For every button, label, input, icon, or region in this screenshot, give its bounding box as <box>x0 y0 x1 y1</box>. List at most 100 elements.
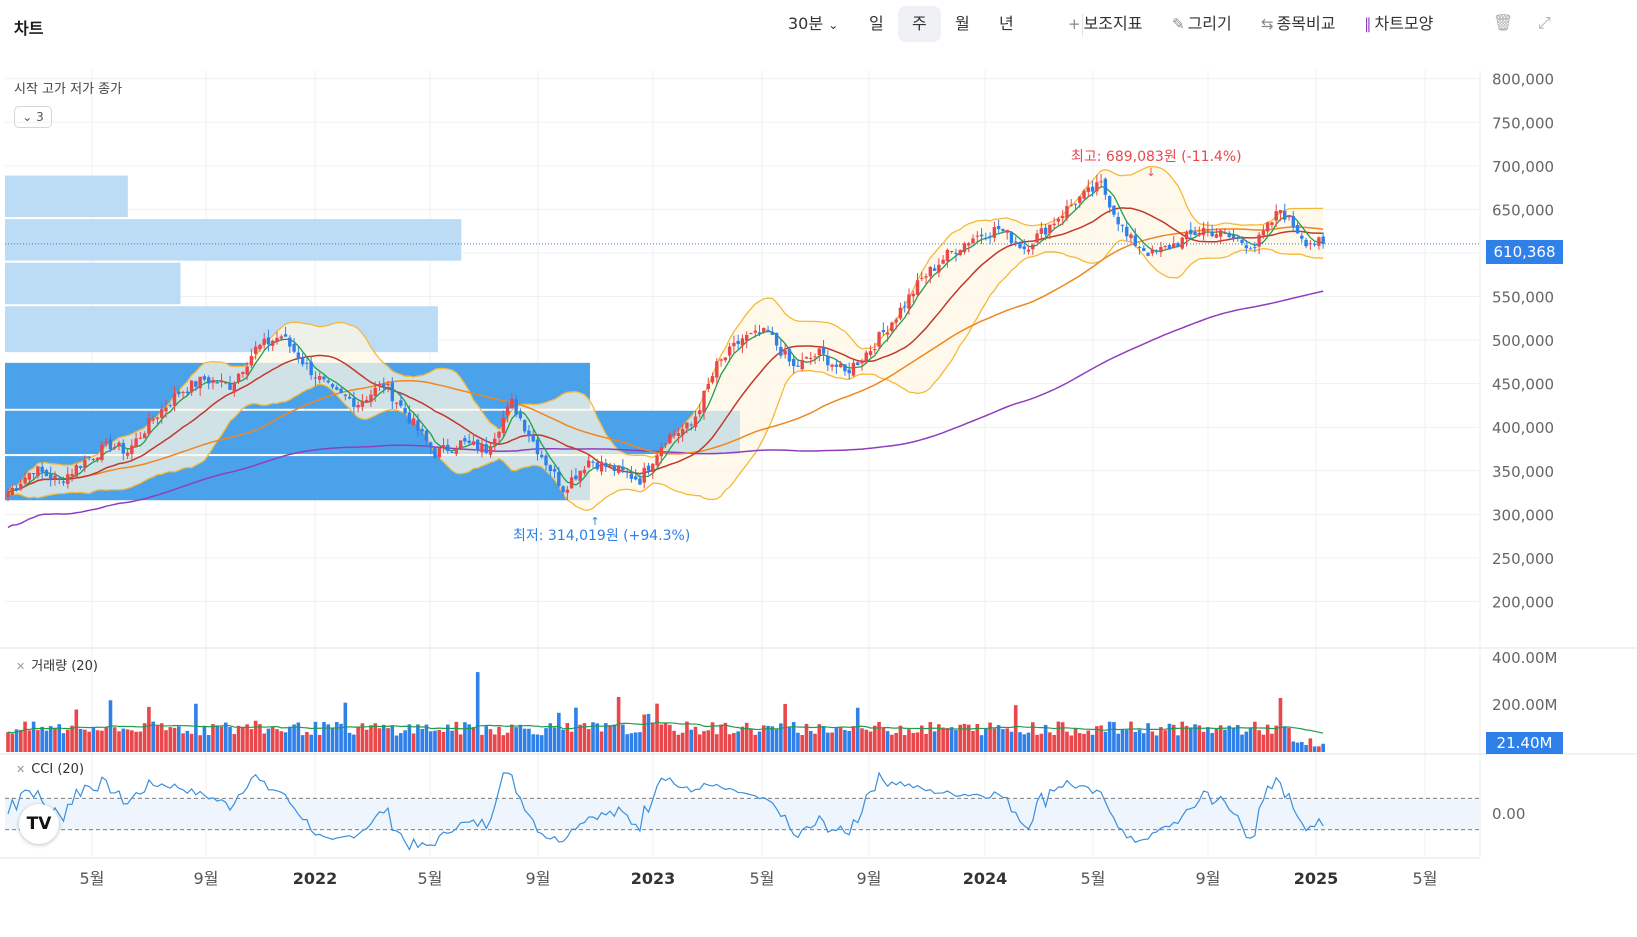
volume-bar <box>1129 721 1133 752</box>
candle-body <box>723 357 728 361</box>
volume-bar <box>796 732 800 752</box>
candle-body <box>1090 186 1095 192</box>
candle-body <box>732 342 736 347</box>
volume-bar <box>621 724 625 752</box>
candle-body <box>1018 242 1022 248</box>
volume-bar <box>424 724 429 752</box>
volume-bar <box>1124 729 1129 752</box>
volume-bar <box>134 731 138 752</box>
volume-bar <box>1163 730 1167 752</box>
candle-body <box>1005 230 1009 233</box>
volume-bar <box>855 707 860 752</box>
candle-body <box>962 243 967 253</box>
volume-bar <box>1150 731 1155 752</box>
volume-bar <box>791 722 796 752</box>
volume-bar <box>518 724 523 752</box>
toolbar: 차트 30분 ⌄ 일 주 월 년 + 보조지표 ✎ 그리기 ⇆ 종목비교 ∥ 차트모양 … <box>0 0 1637 50</box>
candle-body <box>420 429 424 432</box>
candle-body <box>1086 187 1091 192</box>
candle-body <box>1154 251 1159 253</box>
volume-bar <box>625 734 629 752</box>
candle-body <box>1039 228 1044 234</box>
indicator-button[interactable]: + 보조지표 <box>1068 14 1142 34</box>
period-day[interactable]: 일 <box>869 14 884 33</box>
bollinger-fill <box>8 166 1324 511</box>
volume-bar <box>514 727 518 752</box>
candle-body <box>1052 223 1056 226</box>
volume-label: 거래량 (20) <box>31 659 98 674</box>
volume-bar <box>467 724 471 752</box>
volume-bar <box>497 726 501 752</box>
x-tick-label: 5월 <box>80 869 105 888</box>
volume-bar <box>685 721 689 752</box>
interval-select[interactable]: 30분 ⌄ <box>788 14 838 35</box>
volume-bar <box>403 730 407 752</box>
volume-bar <box>189 733 194 752</box>
candle-body <box>881 330 886 333</box>
volume-bar <box>505 732 510 752</box>
candle-body <box>949 250 954 252</box>
volume-bar <box>147 706 151 752</box>
volume-bar <box>898 725 903 752</box>
legend-collapse-button[interactable]: ⌄ 3 <box>14 106 52 128</box>
candle-body <box>241 372 245 374</box>
candle-body <box>1082 190 1086 199</box>
chart-type-button[interactable]: ∥ 차트모양 <box>1364 14 1433 34</box>
candle-body <box>194 381 198 387</box>
period-week[interactable]: 주 <box>898 6 941 42</box>
candle-body <box>258 344 262 350</box>
tradingview-logo[interactable]: TV <box>19 804 59 844</box>
close-icon[interactable]: ✕ <box>16 660 26 673</box>
candle-body <box>719 359 723 361</box>
volume-bar <box>757 731 762 752</box>
candle-body <box>53 475 57 479</box>
candle-body <box>698 410 702 415</box>
volume-bar <box>894 732 898 752</box>
volume-bar <box>245 724 249 752</box>
volume-bar <box>1077 733 1082 752</box>
expand-icon[interactable]: ⤢ <box>1538 13 1551 32</box>
candle-body <box>937 264 941 273</box>
candle-body <box>945 249 950 261</box>
candle-body <box>1142 248 1146 252</box>
volume-bar <box>317 734 322 752</box>
volume-bar <box>817 724 822 752</box>
volume-bar <box>484 726 489 752</box>
volume-bar <box>911 732 916 752</box>
candle-body <box>582 469 587 474</box>
volume-bar <box>919 725 924 752</box>
candle-body <box>821 347 826 354</box>
volume-bar <box>1013 705 1018 752</box>
volume-bar <box>988 722 992 752</box>
candle-body <box>1056 218 1061 222</box>
volume-bar <box>185 730 190 752</box>
candle-body <box>185 391 190 394</box>
ohlc-legend: 시작 고가 저가 종가 <box>14 82 123 97</box>
volume-bar <box>258 724 262 752</box>
candle-body <box>14 487 19 490</box>
period-year[interactable]: 년 <box>999 14 1014 33</box>
volume-ma-line <box>7 721 1324 734</box>
volume-bar <box>249 729 254 752</box>
volume-bar <box>270 726 275 752</box>
volume-bar <box>446 724 450 752</box>
volume-bar <box>117 731 121 752</box>
draw-button[interactable]: ✎ 그리기 <box>1172 14 1232 34</box>
trash-icon[interactable]: 🗑 <box>1493 13 1514 32</box>
volume-bar <box>548 723 553 752</box>
volume-bar <box>591 722 595 752</box>
candle-body <box>1125 226 1129 237</box>
volume-bar <box>407 724 412 752</box>
compare-button[interactable]: ⇆ 종목비교 <box>1261 14 1335 34</box>
volume-bar <box>633 732 638 752</box>
candle-body <box>245 366 249 375</box>
candle-body <box>1214 234 1219 238</box>
close-icon[interactable]: ✕ <box>16 763 26 776</box>
volume-bar <box>881 727 886 752</box>
period-month[interactable]: 월 <box>955 14 970 33</box>
candle-body <box>1206 229 1210 231</box>
volume-bar <box>95 730 100 752</box>
candle-body <box>565 489 570 493</box>
volume-bar <box>87 731 91 752</box>
